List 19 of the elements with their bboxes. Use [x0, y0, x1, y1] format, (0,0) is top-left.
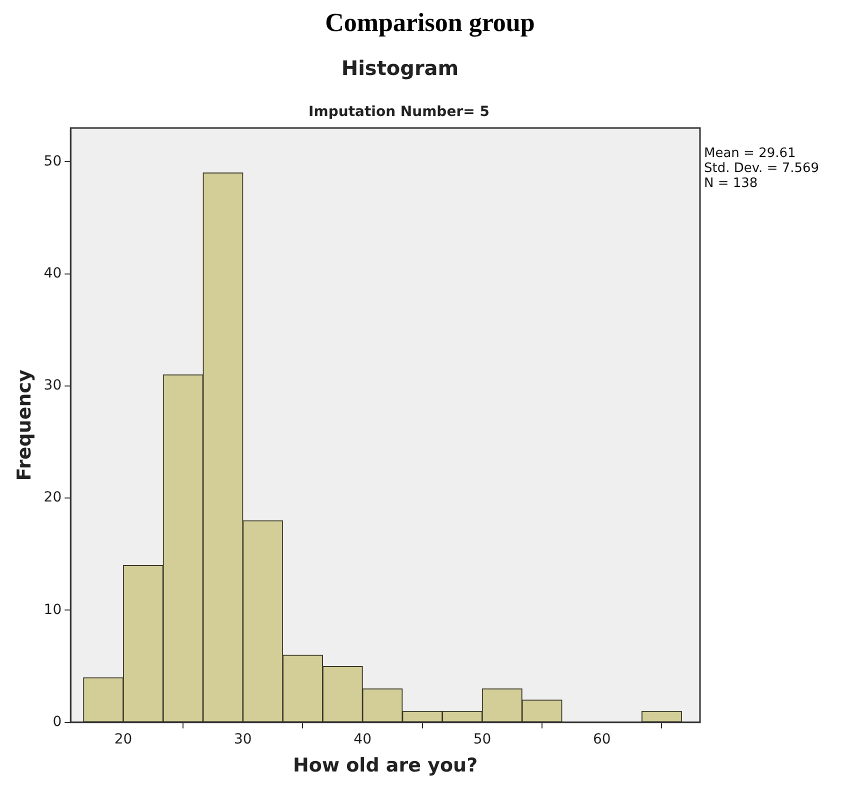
x-tick-label: 30 — [234, 731, 252, 748]
chart-title: Comparison group — [324, 8, 536, 38]
x-tick-label: 50 — [473, 731, 492, 748]
x-axis-title: How old are you? — [293, 754, 478, 777]
y-axis-title: Frequency — [13, 368, 36, 481]
y-tick-label: 20 — [44, 490, 62, 506]
x-tick-label: 20 — [114, 731, 132, 748]
x-tick-label: 40 — [354, 731, 372, 748]
text: Imputation Number= 5 — [308, 104, 490, 120]
y-tick-label: 10 — [44, 602, 62, 618]
y-tick-label: 0 — [52, 714, 62, 730]
text: N = 138 — [704, 176, 759, 191]
y-tick-label: 40 — [44, 265, 62, 282]
x-tick-label: 60 — [592, 731, 611, 748]
y-tick-label: 30 — [44, 378, 62, 394]
text: Mean = 29.61 — [704, 146, 797, 161]
y-tick-label: 50 — [44, 153, 62, 170]
text: Std. Dev. = 7.569 — [704, 161, 820, 176]
chart-subtitle: Histogram — [340, 56, 460, 80]
